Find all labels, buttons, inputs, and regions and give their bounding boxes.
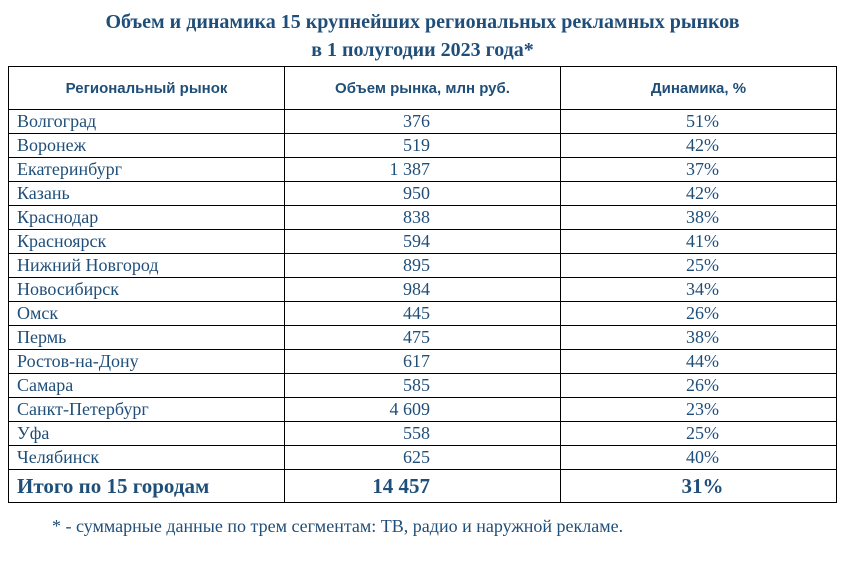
dynamics-cell: 40% <box>560 445 837 470</box>
volume-cell: 617 <box>284 349 561 374</box>
dynamics-cell: 23% <box>560 397 837 422</box>
region-cell: Воронеж <box>8 133 285 158</box>
volume-cell: 519 <box>284 133 561 158</box>
table-row: Санкт-Петербург 4 609 23% <box>8 397 837 422</box>
dynamics-cell: 34% <box>560 277 837 302</box>
volume-cell: 838 <box>284 205 561 230</box>
header-dynamics: Динамика, % <box>560 66 837 110</box>
region-cell: Краснодар <box>8 205 285 230</box>
region-cell: Ростов-на-Дону <box>8 349 285 374</box>
volume-cell: 984 <box>284 277 561 302</box>
table-row: Волгоград 376 51% <box>8 109 837 134</box>
dynamics-cell: 26% <box>560 301 837 326</box>
region-cell: Казань <box>8 181 285 206</box>
volume-cell: 475 <box>284 325 561 350</box>
region-cell: Новосибирск <box>8 277 285 302</box>
volume-cell: 585 <box>284 373 561 398</box>
market-table: Региональный рынок Объем рынка, млн руб.… <box>8 66 837 503</box>
volume-cell: 558 <box>284 421 561 446</box>
dynamics-cell: 42% <box>560 181 837 206</box>
page-subtitle: в 1 полугодии 2023 года* <box>311 39 534 61</box>
dynamics-cell: 42% <box>560 133 837 158</box>
table-row: Новосибирск 984 34% <box>8 277 837 302</box>
region-cell: Уфа <box>8 421 285 446</box>
total-volume: 14 457 <box>284 469 561 503</box>
total-row: Итого по 15 городам 14 457 31% <box>8 469 837 503</box>
header-volume: Объем рынка, млн руб. <box>284 66 561 110</box>
table-row: Уфа 558 25% <box>8 421 837 446</box>
dynamics-cell: 25% <box>560 421 837 446</box>
dynamics-cell: 25% <box>560 253 837 278</box>
region-cell: Омск <box>8 301 285 326</box>
volume-cell: 950 <box>284 181 561 206</box>
table-row: Краснодар 838 38% <box>8 205 837 230</box>
volume-cell: 594 <box>284 229 561 254</box>
table-row: Ростов-на-Дону 617 44% <box>8 349 837 374</box>
table-row: Самара 585 26% <box>8 373 837 398</box>
table-row: Красноярск 594 41% <box>8 229 837 254</box>
page-title: Объем и динамика 15 крупнейших региональ… <box>105 11 740 33</box>
volume-cell: 4 609 <box>284 397 561 422</box>
total-dynamics: 31% <box>560 469 837 503</box>
dynamics-cell: 51% <box>560 109 837 134</box>
region-cell: Челябинск <box>8 445 285 470</box>
region-cell: Пермь <box>8 325 285 350</box>
table-row: Екатеринбург 1 387 37% <box>8 157 837 182</box>
header-region: Региональный рынок <box>8 66 285 110</box>
volume-cell: 895 <box>284 253 561 278</box>
dynamics-cell: 41% <box>560 229 837 254</box>
dynamics-cell: 44% <box>560 349 837 374</box>
volume-cell: 1 387 <box>284 157 561 182</box>
table-row: Казань 950 42% <box>8 181 837 206</box>
table-row: Пермь 475 38% <box>8 325 837 350</box>
table-header-row: Региональный рынок Объем рынка, млн руб.… <box>8 66 837 110</box>
volume-cell: 625 <box>284 445 561 470</box>
region-cell: Волгоград <box>8 109 285 134</box>
region-cell: Санкт-Петербург <box>8 397 285 422</box>
dynamics-cell: 26% <box>560 373 837 398</box>
region-cell: Красноярск <box>8 229 285 254</box>
footnote: * - суммарные данные по трем сегментам: … <box>52 516 624 536</box>
region-cell: Самара <box>8 373 285 398</box>
region-cell: Екатеринбург <box>8 157 285 182</box>
region-cell: Нижний Новгород <box>8 253 285 278</box>
total-label: Итого по 15 городам <box>8 469 285 503</box>
volume-cell: 445 <box>284 301 561 326</box>
table-row: Омск 445 26% <box>8 301 837 326</box>
table-row: Челябинск 625 40% <box>8 445 837 470</box>
dynamics-cell: 38% <box>560 205 837 230</box>
table-row: Воронеж 519 42% <box>8 133 837 158</box>
dynamics-cell: 37% <box>560 157 837 182</box>
dynamics-cell: 38% <box>560 325 837 350</box>
table-row: Нижний Новгород 895 25% <box>8 253 837 278</box>
volume-cell: 376 <box>284 109 561 134</box>
